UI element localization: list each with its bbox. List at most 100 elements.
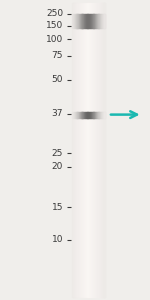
Bar — [75, 3, 76, 297]
Bar — [87, 112, 88, 118]
Bar — [74, 112, 75, 118]
Bar — [87, 14, 88, 28]
Bar — [99, 14, 100, 28]
Bar — [95, 3, 96, 297]
Bar — [104, 112, 105, 118]
Bar — [93, 14, 94, 28]
Bar — [73, 14, 74, 28]
Bar — [93, 3, 94, 297]
Bar — [82, 112, 83, 118]
Bar — [97, 112, 98, 118]
Bar — [98, 3, 99, 297]
Bar — [87, 112, 88, 118]
Bar — [92, 112, 93, 118]
Bar — [95, 14, 96, 28]
Bar — [77, 112, 78, 118]
Bar — [92, 14, 93, 28]
Bar — [83, 3, 84, 297]
Bar — [103, 112, 104, 118]
Text: 10: 10 — [51, 236, 63, 244]
Bar — [94, 3, 95, 297]
Bar — [93, 14, 94, 28]
Bar — [94, 112, 95, 118]
Bar — [82, 14, 83, 28]
Bar — [74, 14, 75, 28]
Bar — [89, 3, 90, 297]
Bar — [77, 14, 78, 28]
Bar — [94, 14, 95, 28]
Bar — [99, 112, 100, 118]
Bar — [73, 112, 74, 118]
Text: 20: 20 — [52, 162, 63, 171]
Bar — [98, 112, 99, 118]
Bar — [96, 3, 97, 297]
Bar — [86, 3, 87, 297]
Bar — [94, 14, 95, 28]
Bar — [72, 14, 73, 28]
Bar — [79, 14, 80, 28]
Bar — [97, 3, 98, 297]
Bar — [101, 112, 102, 118]
Bar — [91, 112, 92, 118]
Bar — [92, 112, 93, 118]
Bar — [97, 112, 98, 118]
Text: 25: 25 — [52, 148, 63, 158]
Bar — [95, 112, 96, 118]
Bar — [72, 112, 73, 118]
Bar — [103, 3, 104, 297]
Bar — [99, 3, 100, 297]
Bar — [76, 112, 77, 118]
Bar — [84, 14, 85, 28]
Bar — [89, 14, 90, 28]
Bar — [103, 14, 104, 28]
Bar — [82, 3, 83, 297]
Bar — [82, 14, 83, 28]
Bar — [72, 3, 73, 297]
Bar — [94, 3, 95, 297]
Bar — [80, 3, 81, 297]
Bar — [82, 112, 83, 118]
Bar — [81, 3, 82, 297]
Bar — [88, 112, 89, 118]
Bar — [75, 14, 76, 28]
Bar — [87, 3, 88, 297]
Text: 50: 50 — [51, 75, 63, 84]
Bar — [88, 112, 89, 118]
Bar — [75, 112, 76, 118]
Bar — [104, 14, 105, 28]
Bar — [85, 112, 86, 118]
Bar — [99, 3, 100, 297]
Bar — [98, 14, 99, 28]
Bar — [91, 14, 92, 28]
Bar — [93, 3, 94, 297]
Text: 37: 37 — [51, 110, 63, 118]
Bar — [81, 14, 82, 28]
Bar — [92, 3, 93, 297]
Bar — [97, 3, 98, 297]
Bar — [97, 14, 98, 28]
Text: 250: 250 — [46, 9, 63, 18]
Bar — [90, 14, 91, 28]
Bar — [103, 112, 104, 118]
Bar — [81, 112, 82, 118]
Bar — [80, 14, 81, 28]
Bar — [101, 14, 102, 28]
Bar — [78, 14, 79, 28]
Bar — [80, 112, 81, 118]
Bar — [104, 14, 105, 28]
Bar — [104, 3, 105, 297]
Bar — [93, 112, 94, 118]
Bar — [102, 3, 103, 297]
Bar — [78, 3, 79, 297]
Bar — [88, 3, 89, 297]
Bar — [79, 3, 80, 297]
Bar — [85, 3, 86, 297]
Bar — [88, 14, 89, 28]
Bar — [102, 112, 103, 118]
Bar — [98, 3, 99, 297]
Bar — [100, 14, 101, 28]
Bar — [73, 3, 74, 297]
Bar — [78, 112, 79, 118]
Bar — [84, 112, 85, 118]
Bar — [93, 112, 94, 118]
